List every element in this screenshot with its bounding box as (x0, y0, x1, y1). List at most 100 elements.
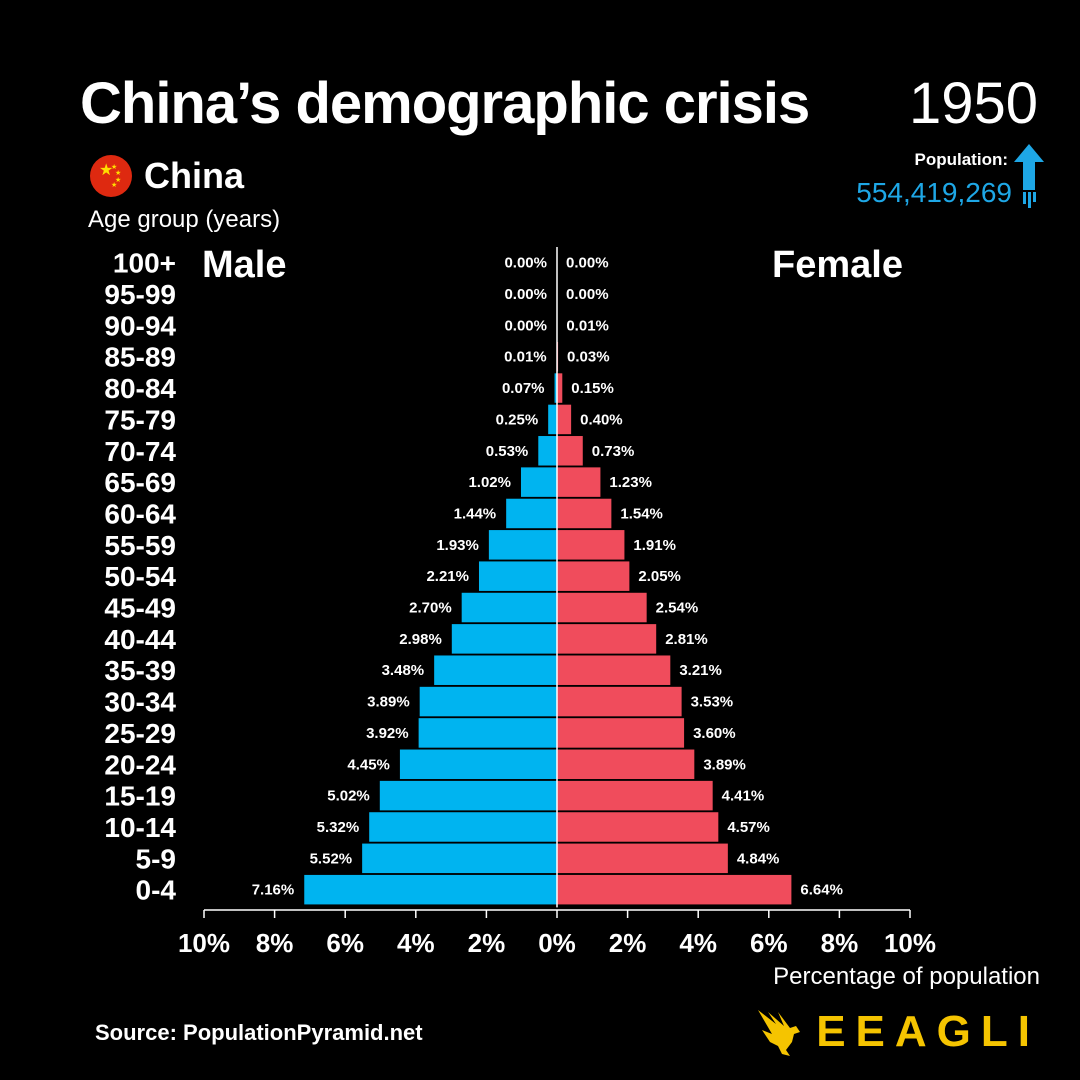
country-indicator: ★ ★ ★ ★ ★ China (90, 155, 244, 197)
male-value-label: 2.21% (426, 568, 469, 585)
age-tick-label: 85-89 (104, 342, 176, 373)
age-tick-label: 35-39 (104, 655, 176, 686)
female-bar (557, 812, 719, 842)
female-value-label: 0.01% (566, 317, 609, 334)
x-tick-label: 10% (178, 928, 230, 958)
male-bar (488, 530, 557, 560)
year-label: 1950 (908, 71, 1038, 136)
male-value-label: 3.89% (367, 694, 410, 711)
male-value-label: 0.00% (504, 255, 547, 272)
male-bar (379, 780, 557, 811)
eagle-logo-icon (758, 1010, 801, 1056)
male-value-label: 0.00% (504, 286, 547, 303)
male-bar (434, 655, 557, 685)
female-legend: Female (772, 244, 903, 286)
age-tick-label: 60-64 (104, 498, 176, 529)
x-tick-label: 6% (326, 928, 364, 958)
female-bar (557, 874, 792, 905)
age-tick-label: 100+ (113, 248, 176, 279)
female-value-label: 3.53% (691, 694, 734, 711)
age-tick-label: 10-14 (104, 812, 176, 843)
male-bar (478, 561, 557, 591)
male-bar (506, 498, 557, 529)
female-value-label: 2.81% (665, 631, 708, 648)
female-value-label: 0.73% (592, 443, 635, 460)
male-bar (554, 373, 557, 403)
male-value-label: 3.48% (382, 662, 425, 679)
x-tick-label: 8% (821, 928, 859, 958)
female-bar (557, 655, 671, 685)
age-tick-label: 80-84 (104, 373, 176, 404)
female-value-label: 6.64% (800, 882, 843, 899)
male-value-label: 2.70% (409, 600, 452, 617)
male-bar (548, 404, 557, 435)
up-arrow-icon (1014, 144, 1044, 208)
female-value-label: 1.23% (609, 474, 652, 491)
male-value-label: 5.52% (310, 850, 353, 867)
female-value-label: 2.54% (656, 600, 699, 617)
male-value-label: 5.02% (327, 788, 370, 805)
female-value-label: 0.03% (567, 349, 610, 366)
chart-title: China’s demographic crisis (80, 71, 810, 136)
male-value-label: 0.00% (504, 317, 547, 334)
x-tick-label: 6% (750, 928, 788, 958)
male-value-label: 1.44% (454, 505, 497, 522)
age-tick-label: 15-19 (104, 781, 176, 812)
x-tick-label: 4% (679, 928, 717, 958)
male-bar (418, 718, 557, 748)
female-bar (557, 404, 572, 435)
male-bar (538, 436, 557, 466)
male-value-label: 0.01% (504, 349, 547, 366)
female-bar (557, 436, 583, 466)
age-tick-label: 40-44 (104, 624, 176, 655)
female-bar (557, 686, 682, 717)
age-tick-label: 65-69 (104, 467, 176, 498)
age-tick-label: 50-54 (104, 561, 176, 592)
female-value-label: 2.05% (638, 568, 681, 585)
age-tick-label: 20-24 (104, 749, 176, 780)
country-name: China (144, 155, 245, 196)
female-value-label: 3.21% (679, 662, 722, 679)
x-tick-label: 2% (609, 928, 647, 958)
x-axis-title: Percentage of population (773, 963, 1040, 990)
female-value-label: 3.89% (703, 756, 746, 773)
age-tick-label: 95-99 (104, 279, 176, 310)
male-bar (369, 812, 557, 842)
male-bar (461, 592, 557, 623)
eeagli-logo: EEAGLI (756, 1006, 1040, 1058)
age-tick-label: 25-29 (104, 718, 176, 749)
male-bar (399, 749, 557, 780)
male-bar (451, 624, 557, 654)
x-tick-label: 0% (538, 928, 576, 958)
female-value-label: 4.84% (737, 850, 780, 867)
age-tick-label: 75-79 (104, 404, 176, 435)
female-bar (557, 780, 713, 811)
female-bar (557, 530, 625, 560)
male-bar (362, 843, 557, 874)
logo-text: EEAGLI (816, 1007, 1040, 1056)
female-bar (557, 467, 601, 497)
female-value-label: 3.60% (693, 725, 736, 742)
age-tick-label: 30-34 (104, 687, 176, 718)
age-tick-label: 5-9 (136, 843, 176, 874)
male-value-label: 0.53% (486, 443, 529, 460)
population-value: 554,419,269 (856, 177, 1012, 208)
male-value-label: 3.92% (366, 725, 409, 742)
age-tick-label: 0-4 (136, 875, 177, 906)
male-value-label: 1.93% (436, 537, 479, 554)
x-tick-label: 4% (397, 928, 435, 958)
female-value-label: 4.41% (722, 788, 765, 805)
x-tick-label: 10% (884, 928, 936, 958)
female-value-label: 0.40% (580, 411, 623, 428)
female-value-label: 1.54% (620, 505, 663, 522)
female-bar (557, 592, 647, 623)
female-bar (557, 843, 728, 874)
male-bar (520, 467, 557, 497)
age-tick-label: 55-59 (104, 530, 176, 561)
male-value-label: 7.16% (252, 882, 295, 899)
female-value-label: 4.57% (727, 819, 770, 836)
male-value-label: 0.07% (502, 380, 545, 397)
source-credit: Source: PopulationPyramid.net (95, 1020, 423, 1045)
female-value-label: 0.00% (566, 286, 609, 303)
